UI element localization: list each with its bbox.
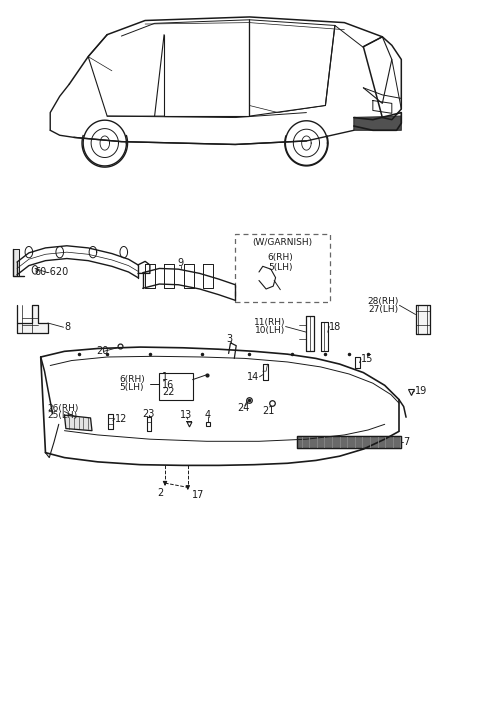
Text: 25(LH): 25(LH) (48, 411, 78, 421)
Polygon shape (297, 436, 401, 448)
Polygon shape (13, 249, 19, 276)
Text: 17: 17 (192, 490, 204, 500)
Text: 5(LH): 5(LH) (119, 383, 144, 392)
Text: 12: 12 (115, 413, 127, 423)
Text: 16: 16 (162, 380, 174, 390)
Text: 11(RH): 11(RH) (253, 318, 285, 327)
Text: 26(RH): 26(RH) (48, 403, 79, 413)
Text: 18: 18 (329, 321, 341, 331)
Text: 24: 24 (238, 403, 250, 413)
Text: 8: 8 (64, 322, 71, 332)
Bar (159, 373, 192, 400)
Text: 27(LH): 27(LH) (369, 305, 399, 314)
Text: 22: 22 (162, 388, 175, 398)
Text: 60-620: 60-620 (34, 267, 68, 277)
Text: 6(RH): 6(RH) (267, 253, 293, 261)
Text: 6(RH): 6(RH) (119, 375, 145, 384)
Bar (235, 234, 330, 302)
Polygon shape (354, 116, 401, 130)
Text: 20: 20 (96, 346, 108, 356)
Text: 21: 21 (262, 406, 275, 416)
Text: 19: 19 (415, 386, 427, 396)
Text: 7: 7 (403, 437, 409, 447)
Text: 4: 4 (204, 410, 211, 420)
Text: 1: 1 (162, 372, 168, 382)
Polygon shape (416, 305, 430, 334)
Text: 2: 2 (157, 488, 163, 498)
Polygon shape (17, 306, 48, 333)
Text: 9: 9 (178, 258, 184, 268)
Text: (W/GARNISH): (W/GARNISH) (252, 238, 313, 248)
Text: 28(RH): 28(RH) (368, 297, 399, 306)
Text: 15: 15 (361, 354, 373, 364)
Text: 5(LH): 5(LH) (268, 263, 293, 271)
Text: 13: 13 (180, 410, 192, 420)
Text: 10(LH): 10(LH) (255, 326, 285, 335)
Text: 14: 14 (247, 372, 259, 382)
Text: 3: 3 (227, 334, 233, 344)
Polygon shape (64, 415, 92, 431)
Text: 23: 23 (143, 408, 155, 418)
